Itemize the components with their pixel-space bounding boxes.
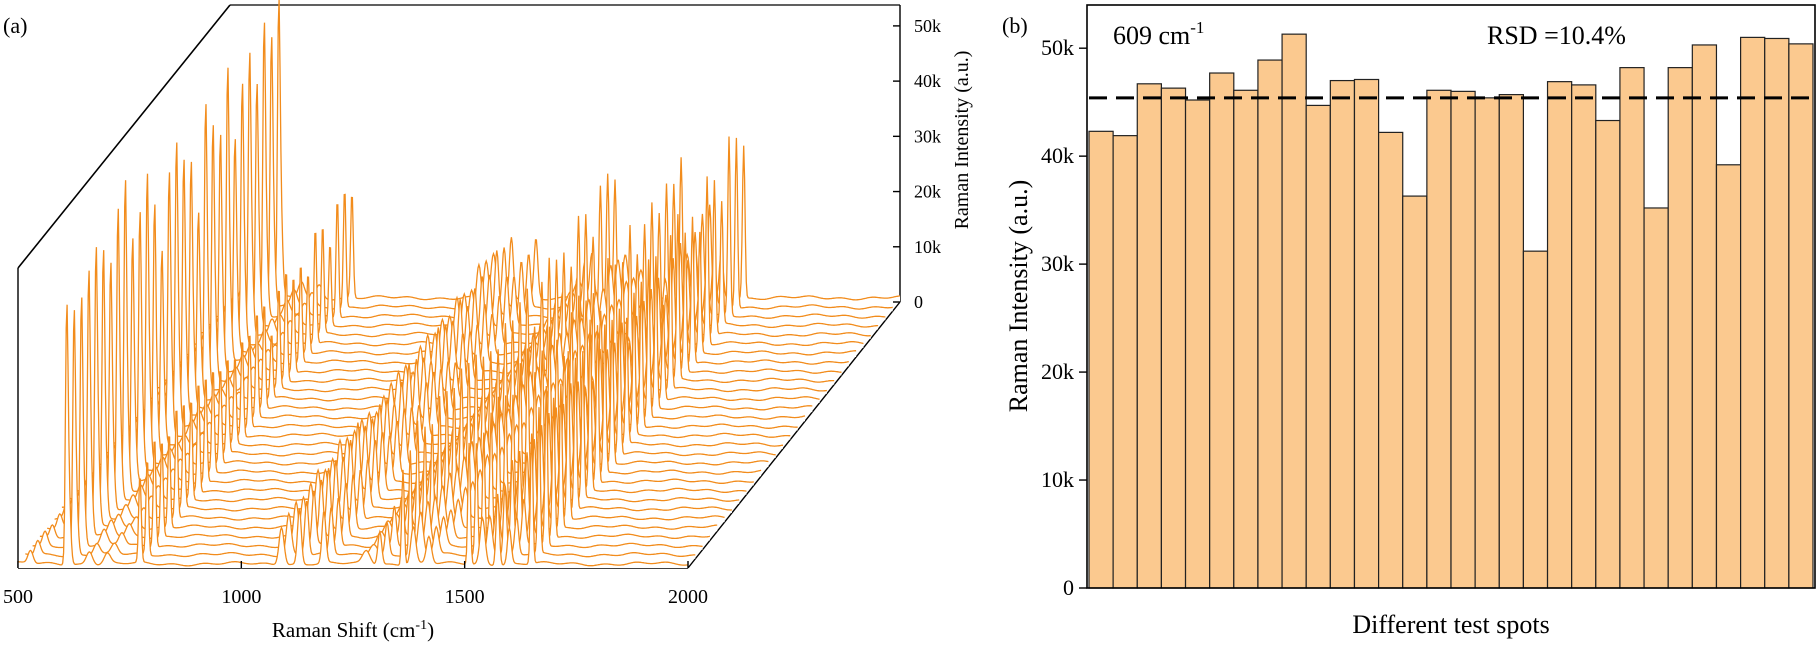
bar-5 [1184,99,1211,589]
bar-4 [1160,87,1187,589]
z-tick-label-1: 10k [914,237,941,257]
bar-8 [1257,59,1283,589]
y-tick-label-2: 20k [1041,359,1074,384]
bar-13 [1377,131,1404,589]
z-tick-label-4: 40k [914,71,941,91]
z-tick-label-0: 0 [914,292,923,312]
panel-b-x-axis-label: Different test spots [1352,610,1549,639]
bar-26 [1691,44,1718,589]
panel-a-label: (a) [3,13,27,38]
z-tick-label-5: 50k [914,16,941,36]
bar-27 [1715,164,1742,589]
bar-10 [1305,104,1331,589]
bar-29 [1764,37,1790,589]
panel-b: (b) 0 10k 20k 30k 40k 50k 609 cm-1 RSD =10.4%… [1002,4,1816,639]
rsd-annotation: RSD =10.4% [1487,21,1626,50]
bar-1 [1088,130,1114,589]
panel-b-label: (b) [1002,13,1028,38]
bar-25 [1667,67,1693,589]
z-tick-label-2: 20k [914,182,941,202]
bar-9 [1281,33,1307,589]
bar-23 [1619,67,1645,589]
bar-3 [1136,83,1163,589]
bar-15 [1426,89,1452,589]
bar-11 [1329,79,1356,589]
bar-2 [1112,135,1138,589]
bar-20 [1546,81,1573,589]
bar-14 [1402,195,1428,589]
frame-left-diagonal [17,4,231,269]
x-tick-label-1500: 1500 [445,586,485,608]
frame-right-diagonal [687,301,901,569]
bar-24 [1643,207,1669,589]
bar-16 [1450,90,1476,589]
spectrum-line-1 [18,304,689,567]
bar-12 [1353,78,1380,589]
spectra-waterfall [18,0,901,568]
panel-a-y-axis-label: Raman Intensity (a.u.) [951,51,973,230]
x-tick-label-1000: 1000 [221,586,261,608]
panel-b-y-axis-label: Raman Intensity (a.u.) [1004,180,1033,413]
peak-annotation: 609 cm-1 [1113,18,1204,50]
bar-6 [1209,72,1235,589]
panel-a-ticks: 500 1000 1500 2000 0 10k 20k 30k 40k 50k [3,16,941,608]
bar-18 [1498,94,1525,589]
bar-30 [1788,43,1814,589]
bar-19 [1522,250,1549,589]
bar-21 [1571,84,1597,589]
y-tick-label-5: 50k [1041,35,1074,60]
y-tick-label-1: 10k [1041,467,1074,492]
bar-22 [1595,119,1621,589]
y-tick-label-4: 40k [1041,143,1074,168]
bar-28 [1739,36,1766,589]
z-tick-label-3: 30k [914,126,941,146]
y-tick-label-3: 30k [1041,251,1074,276]
bar-17 [1474,97,1500,589]
bars [1088,33,1814,589]
bar-7 [1233,89,1259,589]
y-tick-label-0: 0 [1063,575,1074,600]
x-tick-label-500: 500 [3,586,33,608]
panel-a-x-axis-label: Raman Shift (cm-1) [272,618,434,642]
panel-a: (a) 500 1000 1500 2000 0 10k 20k 30k 40k 50k Rama… [3,0,973,642]
x-tick-label-2000: 2000 [668,586,708,608]
panel-b-plot-frame [1086,4,1816,589]
panel-b-y-ticks: 0 10k 20k 30k 40k 50k [1041,35,1087,600]
